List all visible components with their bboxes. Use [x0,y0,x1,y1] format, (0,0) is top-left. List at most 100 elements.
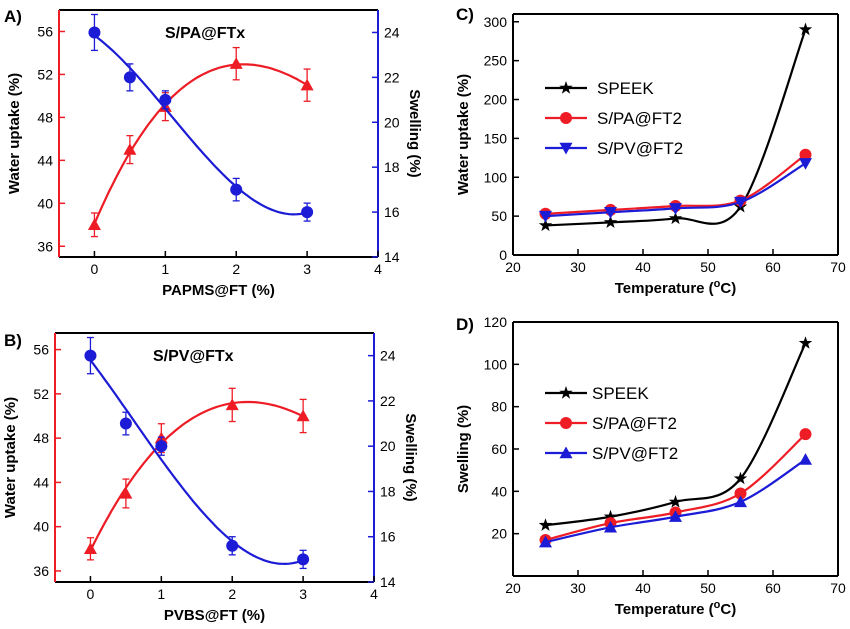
series-0-point [798,22,813,36]
series-2-point [604,520,617,533]
x-tick-label: 20 [505,259,521,275]
y2-tick-label: 16 [384,204,400,220]
y-tick-label: 56 [33,342,49,358]
y2-tick-label: 24 [380,348,396,364]
series-1-point [159,93,172,106]
y2-tick-label: 20 [384,114,400,130]
series-1-point [88,26,101,39]
legend-label: S/PV@FT2 [597,139,683,158]
series-0-point [538,218,553,232]
y-tick-label: 250 [484,53,508,69]
y-axis-title: Water uptake (%) [2,397,19,518]
series-0-point [603,215,618,228]
series-1-point [799,428,812,441]
x-tick-label: 30 [570,259,586,275]
series-0-point [229,57,243,69]
series-0-point [798,336,813,349]
series-0-point [296,409,310,422]
y2-tick-label: 16 [380,529,396,545]
x-axis-title-end: C) [720,601,736,618]
series-0-point [603,509,618,523]
series-1-fit-curve [89,359,304,566]
y-tick-label: 44 [33,474,49,490]
y-tick-label: 80 [491,399,507,415]
series-0-point [300,78,314,91]
x-tick-label: 0 [91,261,99,277]
y2-tick-label: 22 [384,69,400,85]
legend-marker [559,446,573,459]
legend-marker [559,142,573,155]
series-0-point [119,486,133,499]
series-0-point [225,398,239,411]
series-0-point [83,542,97,554]
y2-tick-label: 14 [384,249,400,265]
series-2-point [799,453,812,465]
x-tick-label: 60 [765,259,781,275]
y-tick-label: 0 [499,247,507,263]
y2-tick-label: 24 [384,24,400,40]
x-tick-label: 50 [700,580,716,596]
series-2-point [799,158,812,170]
y-tick-label: 100 [484,169,508,185]
y-axis-title: Water uptake (%) [6,73,23,194]
x-tick-label: 2 [228,586,236,602]
legend-label: SPEEK [592,384,649,403]
y-tick-label: 44 [37,152,53,168]
legend-label: S/PA@FT2 [597,109,682,128]
x-tick-label: 3 [299,586,307,602]
y-tick-label: 20 [491,526,507,542]
series-0-point [87,218,101,230]
series-1-point [799,148,812,161]
series-2-point [734,196,747,209]
panel-label: C) [456,5,474,24]
x-tick-label: 4 [374,261,382,277]
series-1-point [734,487,747,500]
series-1-point [123,71,136,84]
y-tick-label: 200 [484,92,508,108]
legend-label: S/PA@FT2 [592,414,677,433]
y-tick-label: 150 [484,130,508,146]
x-axis-title: PAPMS@FT (%) [162,282,275,299]
series-1-fit-curve [93,34,308,216]
y2-tick-label: 22 [380,393,396,409]
series-2-point [539,210,552,223]
legend-marker [559,81,573,94]
series-0-point [123,143,137,155]
panel-label: B) [4,331,22,350]
y-tick-label: 60 [491,441,507,457]
series-2-point [669,510,682,522]
series-0-point [668,494,683,508]
legend-label: S/PV@FT2 [592,444,678,463]
x-tick-label: 40 [635,580,651,596]
series-1-point [301,206,314,219]
x-tick-label: 2 [232,261,240,277]
y2-tick-label: 18 [380,483,396,499]
x-tick-label: 20 [505,580,521,596]
y-tick-label: 40 [37,195,53,211]
legend-marker [559,386,573,399]
series-1-point [230,183,243,196]
y-tick-label: 100 [484,356,508,372]
inner-title: S/PV@FTx [153,348,234,365]
series-1-point [226,539,239,552]
y2-axis-title: Swelling (%) [402,413,419,501]
x-tick-label: 0 [87,586,95,602]
x-tick-label: 4 [370,586,378,602]
x-tick-label: 70 [830,259,846,275]
x-axis-title-sup: o [714,599,721,611]
y-tick-label: 52 [33,386,49,402]
legend-label: SPEEK [597,79,654,98]
series-2-point [604,207,617,219]
series-0-line [545,342,807,527]
x-axis-title-sup: o [714,278,721,290]
series-0-fit-curve [93,63,308,225]
x-tick-label: 60 [765,580,781,596]
x-axis-title-text: Temperature ( [615,601,714,618]
legend-marker [560,112,572,124]
y-axis-title: Swelling (%) [455,405,472,493]
series-1-point [297,553,310,566]
y-tick-label: 48 [37,109,53,125]
y-tick-label: 50 [491,208,507,224]
y-axis-title: Water uptake (%) [455,74,472,195]
inner-title: S/PA@FTx [165,25,245,42]
